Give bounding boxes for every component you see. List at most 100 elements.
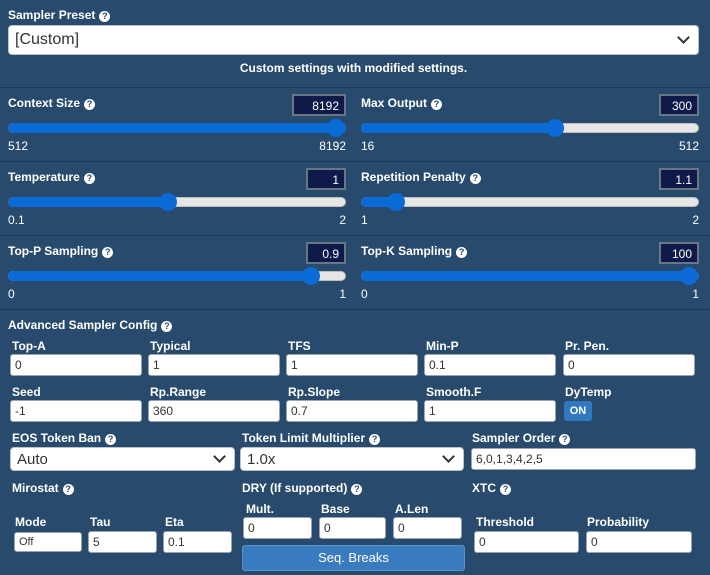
context-size-slider[interactable] (8, 119, 346, 137)
seed-label: Seed (12, 385, 41, 399)
slider-thumb[interactable] (546, 119, 564, 137)
sampler-order-label: Sampler Order? (472, 431, 571, 445)
rp-slope-label: Rp.Slope (288, 385, 341, 399)
seq-breaks-button[interactable]: Seq. Breaks (242, 545, 465, 571)
mirostat-tau-label: Tau (90, 515, 111, 529)
slider-fill (8, 197, 169, 207)
xtc-label: XTC? (472, 481, 511, 495)
presence-penalty-label: Pr. Pen. (565, 339, 610, 353)
eos-token-ban-label: EOS Token Ban? (12, 431, 117, 445)
advanced-config-title: Advanced Sampler Config? (8, 318, 173, 332)
repetition-penalty-label: Repetition Penalty? (361, 170, 481, 184)
context-size-input[interactable]: 8192 (292, 94, 346, 116)
tfs-label: TFS (288, 339, 311, 353)
context-size-max: 8192 (319, 139, 346, 153)
help-icon[interactable]: ? (351, 484, 363, 495)
dry-label: DRY (If supported)? (242, 481, 363, 495)
help-icon[interactable]: ? (559, 434, 571, 445)
top-a-label: Top-A (12, 339, 46, 353)
repetition-penalty-min: 1 (361, 213, 368, 227)
help-icon[interactable]: ? (99, 11, 111, 22)
top-k-input[interactable]: 100 (659, 242, 699, 264)
help-icon[interactable]: ? (369, 434, 381, 445)
help-icon[interactable]: ? (456, 247, 468, 258)
help-icon[interactable]: ? (102, 247, 114, 258)
help-icon[interactable]: ? (62, 484, 74, 495)
top-k-text: Top-K Sampling (361, 244, 453, 258)
min-p-input[interactable]: 0.1 (424, 354, 556, 376)
mirostat-text: Mirostat (12, 481, 59, 495)
seed-input[interactable]: -1 (10, 400, 142, 422)
max-output-input[interactable]: 300 (659, 94, 699, 116)
repetition-penalty-input[interactable]: 1.1 (659, 168, 699, 190)
mirostat-label: Mirostat? (12, 481, 74, 495)
slider-fill (361, 271, 699, 281)
rp-slope-input[interactable]: 0.7 (286, 400, 418, 422)
max-output-min: 16 (361, 139, 375, 153)
max-output-slider[interactable] (361, 119, 699, 137)
dry-alen-label: A.Len (395, 502, 429, 516)
dry-alen-input[interactable]: 0 (393, 517, 462, 539)
help-icon[interactable]: ? (500, 484, 511, 495)
slider-thumb[interactable] (159, 193, 177, 211)
top-p-text: Top-P Sampling (8, 244, 99, 258)
token-limit-multiplier-label: Token Limit Multiplier? (242, 431, 381, 445)
dry-base-input[interactable]: 0 (319, 517, 386, 539)
temperature-max: 2 (339, 213, 346, 227)
typical-input[interactable]: 1 (148, 354, 280, 376)
help-icon[interactable]: ? (84, 99, 96, 110)
dry-mult-input[interactable]: 0 (243, 517, 312, 539)
divider (0, 235, 710, 236)
slider-fill (8, 271, 312, 281)
presence-penalty-input[interactable]: 0 (563, 354, 695, 376)
help-icon[interactable]: ? (431, 99, 442, 110)
slider-thumb[interactable] (302, 267, 320, 285)
top-a-input[interactable]: 0 (10, 354, 142, 376)
mirostat-mode-label: Mode (15, 515, 47, 529)
help-icon[interactable]: ? (469, 173, 481, 184)
slider-thumb[interactable] (327, 119, 345, 137)
rp-range-input[interactable]: 360 (148, 400, 280, 422)
dry-base-label: Base (321, 502, 350, 516)
help-icon[interactable]: ? (161, 321, 173, 332)
xtc-probability-input[interactable]: 0 (586, 531, 692, 553)
dytemp-toggle[interactable]: ON (564, 401, 592, 421)
temperature-input[interactable]: 1 (306, 168, 346, 190)
top-p-max: 1 (339, 287, 346, 301)
smooth-f-label: Smooth.F (426, 385, 482, 399)
slider-thumb[interactable] (680, 267, 698, 285)
help-icon[interactable]: ? (105, 434, 117, 445)
sampler-order-input[interactable]: 6,0,1,3,4,2,5 (471, 448, 696, 470)
xtc-threshold-input[interactable]: 0 (474, 531, 579, 553)
tfs-input[interactable]: 1 (286, 354, 418, 376)
context-size-text: Context Size (8, 96, 81, 110)
token-limit-multiplier-value: 1.0x (247, 450, 276, 468)
max-output-label: Max Output? (361, 96, 442, 110)
slider-fill (8, 123, 346, 133)
sampler-preset-label: Sampler Preset? (8, 8, 111, 22)
temperature-text: Temperature (8, 170, 80, 184)
dytemp-label: DyTemp (565, 385, 612, 399)
sampler-preset-select[interactable]: [Custom] (8, 25, 699, 55)
top-k-max: 1 (692, 287, 699, 301)
top-k-slider[interactable] (361, 267, 699, 285)
mirostat-eta-input[interactable]: 0.1 (163, 531, 232, 553)
help-icon[interactable]: ? (83, 173, 95, 184)
mirostat-tau-input[interactable]: 5 (88, 531, 157, 553)
eos-token-ban-text: EOS Token Ban (12, 431, 102, 445)
top-p-input[interactable]: 0.9 (306, 242, 346, 264)
sampler-preset-text: Sampler Preset (8, 8, 96, 22)
token-limit-multiplier-select[interactable]: 1.0x (240, 447, 464, 471)
slider-thumb[interactable] (387, 193, 405, 211)
repetition-penalty-slider[interactable] (361, 193, 699, 211)
smooth-f-input[interactable]: 1 (424, 400, 556, 422)
top-p-slider[interactable] (8, 267, 346, 285)
divider (0, 161, 710, 162)
eos-token-ban-select[interactable]: Auto (10, 447, 235, 471)
mirostat-mode-select[interactable]: Off (14, 532, 82, 552)
context-size-label: Context Size? (8, 96, 96, 110)
sampler-order-text: Sampler Order (472, 431, 556, 445)
top-p-label: Top-P Sampling? (8, 244, 114, 258)
chevron-down-icon (442, 450, 455, 463)
temperature-slider[interactable] (8, 193, 346, 211)
